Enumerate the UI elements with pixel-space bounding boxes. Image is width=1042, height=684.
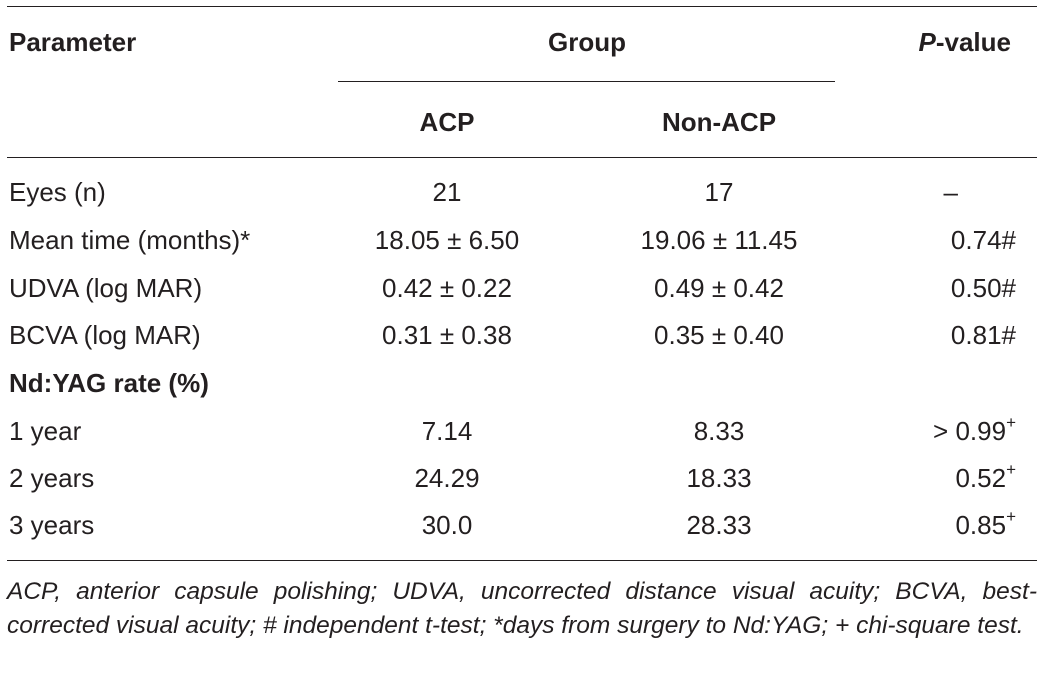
row-eyes-acp: 21 bbox=[432, 177, 462, 207]
header-p-rest: -value bbox=[935, 27, 1011, 57]
header-group: Group bbox=[548, 27, 626, 57]
row-udva-p: 0.50# bbox=[950, 273, 1016, 303]
row-3-years-p: 0.85+ bbox=[955, 507, 1016, 540]
row-2-years-p: 0.52+ bbox=[955, 460, 1016, 493]
group-underline bbox=[338, 81, 835, 82]
row-mean-time-label: Mean time (months)* bbox=[9, 225, 251, 255]
row-3-years-acp: 30.0 bbox=[421, 510, 473, 540]
row-eyes-label: Eyes (n) bbox=[9, 177, 106, 207]
row-3-years-non-acp: 28.33 bbox=[686, 510, 752, 540]
row-udva-acp: 0.42 ± 0.22 bbox=[382, 273, 512, 303]
header-non-acp: Non-ACP bbox=[661, 107, 777, 137]
row-2-years-label: 2 years bbox=[9, 463, 95, 493]
table-bottom-rule bbox=[7, 560, 1037, 561]
header-parameter: Parameter bbox=[9, 27, 137, 57]
row-bcva-label: BCVA (log MAR) bbox=[9, 320, 201, 350]
table-footnote: ACP, anterior capsule polishing; UDVA, u… bbox=[7, 578, 1037, 639]
header-p-value: P-value bbox=[919, 27, 1012, 57]
row-eyes-non-acp: 17 bbox=[704, 177, 734, 207]
row-mean-time-p: 0.74# bbox=[950, 225, 1016, 255]
row-3-years-label: 3 years bbox=[9, 510, 95, 540]
row-eyes-p-value: – bbox=[943, 177, 958, 207]
header-acp: ACP bbox=[419, 107, 475, 137]
row-eyes-p: – bbox=[944, 177, 958, 207]
row-1-year-acp: 7.14 bbox=[421, 416, 473, 446]
row-1-year-non-acp: 8.33 bbox=[693, 416, 745, 446]
row-bcva-p: 0.81# bbox=[950, 320, 1016, 350]
row-1-year-p-sup: + bbox=[1006, 413, 1016, 433]
row-3-years-p-sup: + bbox=[1006, 507, 1016, 527]
header-p-italic: P bbox=[918, 27, 936, 57]
row-bcva-acp: 0.31 ± 0.38 bbox=[382, 320, 512, 350]
top-rule bbox=[7, 6, 1037, 7]
row-mean-time-acp: 18.05 ± 6.50 bbox=[374, 225, 520, 255]
section-yag-label: Nd:YAG rate (%) bbox=[9, 368, 209, 398]
row-1-year-p: > 0.99+ bbox=[933, 413, 1016, 446]
row-udva-label: UDVA (log MAR) bbox=[9, 273, 203, 303]
row-mean-time-non-acp: 19.06 ± 11.45 bbox=[640, 225, 798, 255]
row-udva-non-acp: 0.49 ± 0.42 bbox=[654, 273, 784, 303]
row-2-years-p-sup: + bbox=[1006, 460, 1016, 480]
row-bcva-non-acp: 0.35 ± 0.40 bbox=[654, 320, 784, 350]
row-2-years-acp: 24.29 bbox=[414, 463, 480, 493]
row-1-year-label: 1 year bbox=[9, 416, 82, 446]
row-1-year-p-value: > 0.99 bbox=[933, 416, 1007, 446]
row-3-years-p-value: 0.85 bbox=[955, 510, 1007, 540]
row-2-years-p-value: 0.52 bbox=[955, 463, 1007, 493]
header-bottom-rule bbox=[7, 157, 1037, 158]
row-2-years-non-acp: 18.33 bbox=[686, 463, 752, 493]
